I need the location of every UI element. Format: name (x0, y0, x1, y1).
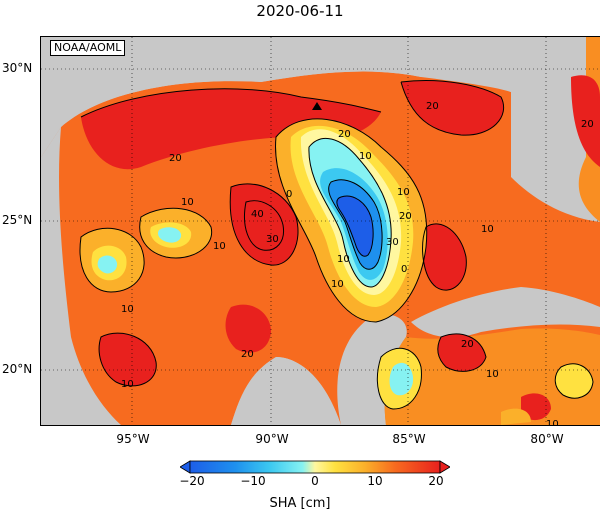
contour-line-sw (98, 332, 157, 387)
contour-label: 20 (581, 119, 594, 130)
red-zone-central (230, 183, 299, 266)
cuba-land (411, 287, 600, 338)
cyan-south (389, 362, 414, 396)
contour-label: 30 (386, 237, 399, 248)
red-zone-ne (401, 80, 504, 136)
contour-label: 10 (181, 197, 194, 208)
us-coast-land (41, 37, 511, 157)
cyan-west (97, 255, 118, 274)
contour-label: 10 (331, 279, 344, 290)
contour-label: 10 (213, 241, 226, 252)
contour-line-west2 (139, 207, 213, 259)
colorbar-tick-label: −20 (179, 474, 205, 488)
contour-label: 20 (426, 101, 439, 112)
yucatan-land (337, 314, 407, 425)
florida-land (511, 37, 586, 178)
cyan-west2 (157, 227, 182, 243)
lat-tick-label: 30°N (2, 61, 33, 75)
colorbar (180, 460, 450, 474)
grid-lines (41, 37, 600, 425)
dark-blue-core-eddy (336, 196, 374, 257)
red-zone-east (422, 223, 467, 291)
lon-tick-label: 90°W (255, 432, 289, 446)
colorbar-tick-label: 20 (428, 474, 444, 488)
contour-line-caribbean (437, 333, 487, 372)
red-zone-sw (99, 333, 157, 386)
contour-line-eddy-mid (308, 138, 392, 288)
contour-label: 10 (397, 187, 410, 198)
lon-tick-label: 95°W (116, 432, 150, 446)
contour-line-eddy-outer (275, 118, 428, 323)
colorbar-ramp (189, 460, 441, 474)
station-marker (312, 102, 322, 110)
lat-tick-label: 25°N (2, 213, 33, 227)
lon-tick-label: 80°W (530, 432, 564, 446)
contour-label: 30 (266, 234, 279, 245)
map-panel: 20 20 20 20 10 10 10 10 10 10 0 0 10 20 … (40, 36, 600, 426)
contour-line-east (422, 223, 467, 291)
colorbar-title: SHA [cm] (269, 496, 331, 511)
sha-map: 20 20 20 20 10 10 10 10 10 10 0 0 10 20 … (41, 37, 600, 425)
colorbar-tick-label: 0 (311, 474, 319, 488)
contour-label: 20 (399, 211, 412, 222)
red-zone-north (81, 88, 381, 170)
contour-label: 20 (461, 339, 474, 350)
contour-label: 10 (359, 151, 372, 162)
contour-line-central (229, 183, 299, 266)
lat-tick-label: 20°N (2, 362, 33, 376)
red-zone-east-edge (571, 75, 600, 167)
contour-label: 40 (251, 209, 264, 220)
contour-line-west (79, 227, 145, 293)
contour-label-group: 20 20 20 20 10 10 10 10 10 10 0 0 10 20 … (121, 101, 594, 425)
colorbar-left-arrow (180, 460, 191, 474)
map-title: 2020-06-11 (256, 2, 344, 20)
contour-label: 0 (401, 264, 407, 275)
contour-label: 0 (286, 189, 292, 200)
lon-tick-label: 85°W (392, 432, 426, 446)
contour-label: 10 (337, 254, 350, 265)
contour-label: 20 (338, 129, 351, 140)
contour-line-eddy-inner (328, 179, 383, 270)
contour-line-north (80, 88, 382, 118)
contour-label: 10 (481, 224, 494, 235)
colorbar-right-arrow (439, 460, 450, 474)
contour-line-south (376, 347, 422, 410)
contour-line-se (554, 363, 594, 399)
contour-line-central-inner (244, 200, 285, 251)
colorbar-tick-label: −10 (240, 474, 266, 488)
mexico-land (41, 127, 121, 425)
credit-label: NOAA/AOML (50, 40, 126, 56)
contour-line-eddy-core (336, 195, 374, 257)
bay-campeche-coast (231, 357, 341, 425)
colorbar-tick-label: 10 (367, 474, 383, 488)
contour-label: 10 (121, 379, 134, 390)
contour-label: 20 (241, 349, 254, 360)
yellow-zone-caribbean2 (501, 408, 531, 425)
contour-label: 20 (169, 153, 182, 164)
yellow-zone-se2 (555, 363, 593, 399)
red-zone-caribbean (437, 333, 486, 372)
red-zone-south (225, 304, 271, 353)
contour-line-ne (400, 80, 504, 136)
contour-label: 10 (486, 369, 499, 380)
contour-label: 10 (546, 419, 559, 425)
contour-label: 10 (121, 304, 134, 315)
red-zone-se (521, 393, 551, 421)
